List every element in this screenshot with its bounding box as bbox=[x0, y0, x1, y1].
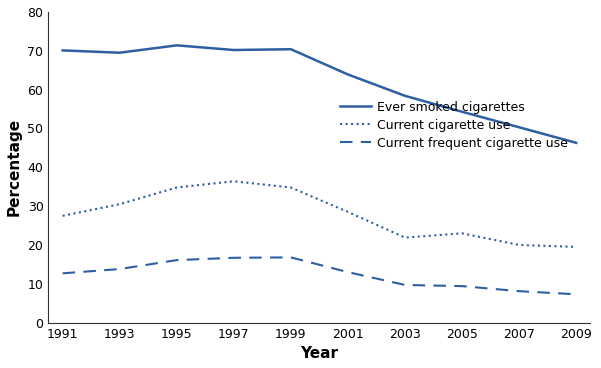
Current cigarette use bbox=[401, 236, 409, 240]
Current cigarette use bbox=[573, 245, 580, 249]
Current frequent cigarette use bbox=[516, 289, 523, 293]
Line: Ever smoked cigarettes: Ever smoked cigarettes bbox=[63, 45, 576, 143]
Current frequent cigarette use bbox=[459, 284, 466, 289]
Line: Current frequent cigarette use: Current frequent cigarette use bbox=[63, 257, 576, 294]
Ever smoked cigarettes bbox=[516, 125, 523, 130]
Current frequent cigarette use bbox=[230, 255, 237, 260]
Ever smoked cigarettes bbox=[173, 43, 180, 47]
Current frequent cigarette use bbox=[59, 271, 66, 276]
X-axis label: Year: Year bbox=[300, 346, 338, 361]
Legend: Ever smoked cigarettes, Current cigarette use, Current frequent cigarette use: Ever smoked cigarettes, Current cigarett… bbox=[335, 96, 573, 155]
Current cigarette use bbox=[173, 185, 180, 190]
Ever smoked cigarettes bbox=[59, 48, 66, 53]
Current cigarette use bbox=[230, 179, 237, 184]
Current cigarette use bbox=[287, 185, 294, 190]
Current frequent cigarette use bbox=[116, 267, 123, 271]
Current frequent cigarette use bbox=[573, 292, 580, 297]
Ever smoked cigarettes bbox=[344, 72, 352, 77]
Ever smoked cigarettes bbox=[116, 50, 123, 55]
Current cigarette use bbox=[459, 231, 466, 236]
Current cigarette use bbox=[59, 214, 66, 218]
Ever smoked cigarettes bbox=[287, 47, 294, 52]
Current cigarette use bbox=[516, 243, 523, 247]
Current frequent cigarette use bbox=[173, 258, 180, 262]
Current frequent cigarette use bbox=[287, 255, 294, 259]
Current cigarette use bbox=[116, 202, 123, 206]
Ever smoked cigarettes bbox=[459, 110, 466, 114]
Ever smoked cigarettes bbox=[401, 93, 409, 98]
Current frequent cigarette use bbox=[401, 283, 409, 287]
Y-axis label: Percentage: Percentage bbox=[7, 118, 22, 216]
Current cigarette use bbox=[344, 210, 352, 214]
Line: Current cigarette use: Current cigarette use bbox=[63, 181, 576, 247]
Ever smoked cigarettes bbox=[230, 48, 237, 52]
Current frequent cigarette use bbox=[344, 270, 352, 275]
Ever smoked cigarettes bbox=[573, 141, 580, 145]
